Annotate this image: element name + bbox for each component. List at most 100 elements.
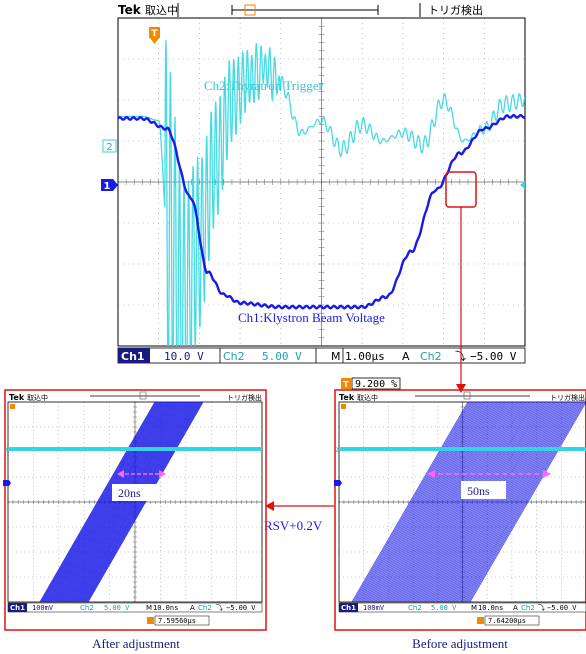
jitter-trace	[53, 402, 170, 602]
jitter-trace	[457, 402, 575, 602]
jitter-trace	[56, 402, 173, 602]
ch2-trace-label: Ch2:Thyratron Trigger	[204, 78, 323, 93]
jitter-trace	[419, 402, 537, 602]
jitter-trace	[428, 402, 546, 602]
jitter-trace	[358, 402, 476, 602]
jitter-trace	[423, 402, 540, 602]
acquisition-status: 取込中	[145, 4, 178, 17]
right-trigger-time: 7.64200µs	[477, 615, 540, 626]
jitter-trace	[468, 402, 586, 602]
right-trigger-marker	[341, 404, 346, 409]
left-ch1-band	[39, 402, 204, 602]
right-brand-logo: Tek	[339, 393, 355, 402]
jitter-trace	[380, 402, 498, 602]
main-ch2-trace	[118, 40, 525, 346]
jitter-trace	[40, 402, 157, 602]
svg-text:Ch2: Ch2	[198, 604, 212, 612]
right-readout: Ch1 100mV Ch2 5.00 V M 10.0ns A Ch2 ⤵ −5…	[338, 602, 586, 613]
jitter-trace	[464, 402, 582, 602]
jitter-trace	[60, 402, 176, 602]
jitter-trace	[82, 402, 199, 602]
svg-text:Ch2: Ch2	[80, 604, 94, 612]
jitter-trace	[435, 402, 552, 602]
jitter-trace	[48, 402, 165, 602]
jitter-trace	[382, 402, 499, 602]
jitter-trace	[437, 402, 555, 602]
jitter-trace	[360, 402, 478, 602]
trigger-key: A	[402, 350, 410, 363]
jitter-trace	[69, 402, 186, 602]
left-trigger-marker	[10, 404, 15, 409]
jitter-trace	[376, 402, 494, 602]
jitter-trace	[391, 402, 509, 602]
right-acquisition-status: 取込中	[357, 393, 378, 402]
jitter-trace	[50, 402, 167, 602]
jitter-trace	[75, 402, 192, 602]
jitter-trace	[70, 402, 187, 602]
ch1-readout-scale: 10.0 V	[164, 350, 204, 363]
jitter-trace	[408, 402, 526, 602]
left-scope-frame	[4, 389, 267, 631]
left-scope: Tek 取込中 トリガ検出 2 20ns Ch1 100mV Ch2 5.00 …	[3, 389, 267, 651]
left-plot-frame	[7, 401, 263, 603]
jitter-trace	[386, 402, 503, 602]
jitter-trace	[420, 402, 538, 602]
jitter-trace	[51, 402, 168, 602]
jitter-trace	[405, 402, 523, 602]
jitter-trace	[39, 402, 156, 602]
jitter-trace	[461, 402, 579, 602]
jitter-trace	[352, 402, 470, 602]
svg-text:5.00 V: 5.00 V	[104, 604, 130, 612]
jitter-trace	[384, 402, 502, 602]
main-grid	[117, 17, 526, 347]
jitter-trace	[52, 402, 169, 602]
jitter-trace	[390, 402, 507, 602]
jitter-trace	[394, 402, 511, 602]
trigger-level: −5.00 V	[470, 350, 517, 363]
jitter-trace	[431, 402, 548, 602]
jitter-trace	[44, 402, 161, 602]
jitter-trace	[400, 402, 518, 602]
jitter-trace	[71, 402, 188, 602]
jitter-trace	[61, 402, 177, 602]
ch1-readout-name: Ch1	[121, 350, 145, 363]
jitter-trace	[395, 402, 513, 602]
jitter-trace	[72, 402, 189, 602]
ch1-marker: 1	[101, 179, 118, 192]
jitter-trace	[416, 402, 534, 602]
brand-logo: Tek	[118, 3, 142, 17]
jitter-trace	[433, 402, 551, 602]
svg-text:A: A	[513, 604, 518, 612]
jitter-trace	[63, 402, 179, 602]
jitter-trace	[49, 402, 166, 602]
jitter-trace	[387, 402, 505, 602]
jitter-trace	[452, 402, 570, 602]
left-width-marker: 20ns	[112, 470, 166, 501]
jitter-trace	[85, 402, 202, 602]
jitter-trace	[87, 402, 204, 602]
jitter-trace	[425, 402, 543, 602]
svg-text:7.64200µs: 7.64200µs	[488, 617, 526, 625]
jitter-trace	[396, 402, 514, 602]
jitter-trace	[84, 402, 201, 602]
jitter-trace	[74, 402, 191, 602]
jitter-trace	[399, 402, 517, 602]
jitter-trace	[411, 402, 529, 602]
jitter-trace	[55, 402, 172, 602]
jitter-trace	[466, 402, 584, 602]
left-trigger-status: トリガ検出	[227, 393, 262, 402]
jitter-trace	[80, 402, 197, 602]
jitter-trace	[374, 402, 491, 602]
left-readout: Ch1 100mV Ch2 5.00 V M 10.0ns A Ch2 ⤵ −5…	[7, 602, 263, 613]
right-ch1-marker	[334, 480, 342, 486]
jitter-trace	[456, 402, 574, 602]
timebase-key: M	[331, 350, 341, 363]
right-scope: Tek 取込中 トリガ検出 2 50ns Ch1 100mV Ch2 5.00 …	[334, 389, 586, 651]
jitter-trace	[415, 402, 533, 602]
jitter-trace	[47, 402, 164, 602]
jitter-trace	[367, 402, 485, 602]
jitter-trace	[83, 402, 200, 602]
jitter-trace	[354, 402, 472, 602]
svg-text:10.0ns: 10.0ns	[478, 604, 503, 612]
jitter-trace	[449, 402, 567, 602]
